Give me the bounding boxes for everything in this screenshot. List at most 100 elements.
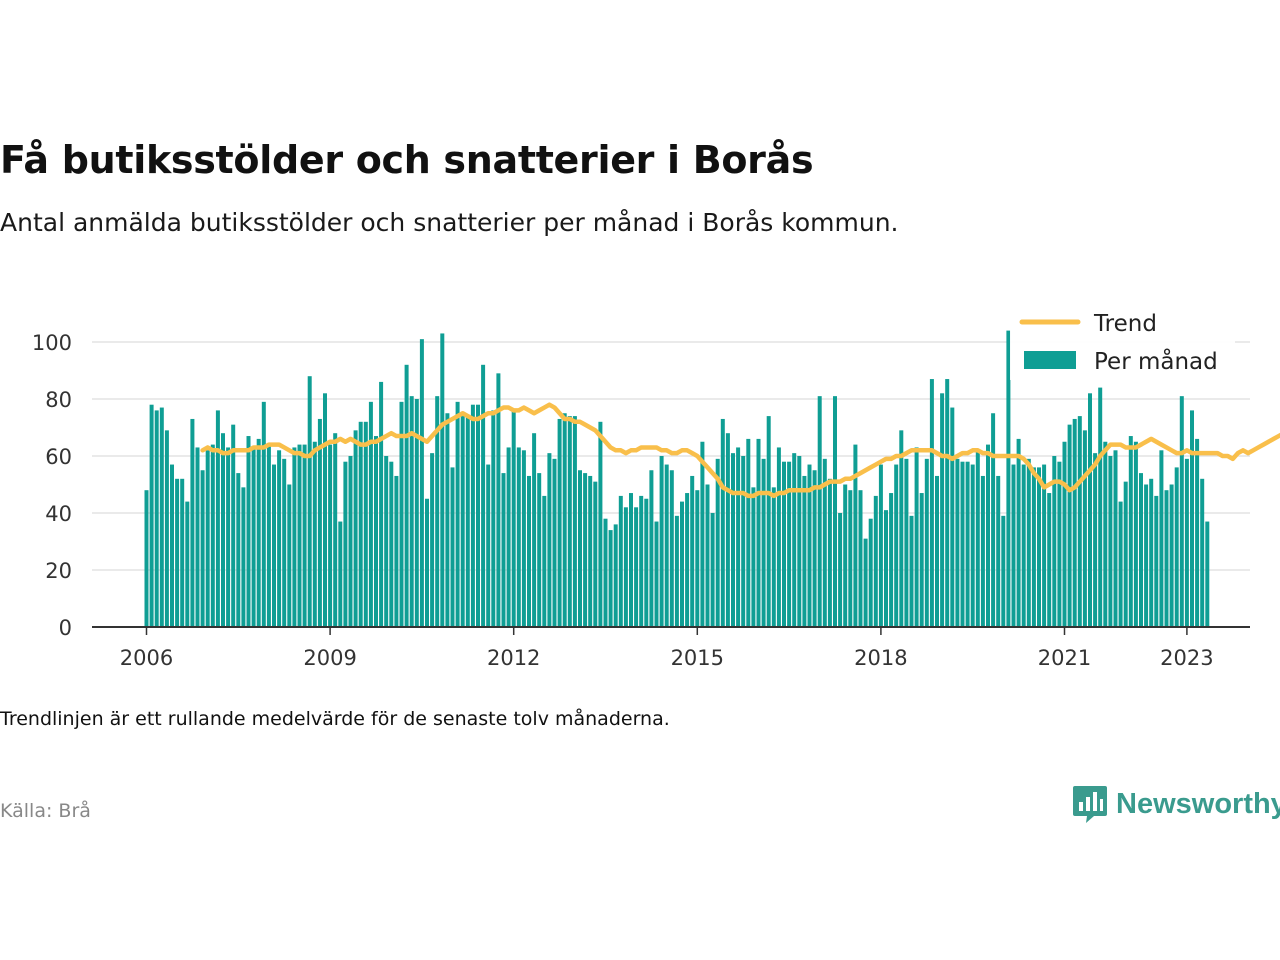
bar [618,495,623,627]
source-credit: Källa: Brå [0,800,91,822]
legend-swatch-per-manad [1024,351,1076,369]
bar [1133,441,1138,627]
bar [578,470,582,627]
bar [782,461,786,627]
bar [440,333,445,627]
bar [965,461,970,627]
bar [481,364,486,627]
bar [552,458,557,627]
bar [756,438,761,627]
bar [583,473,588,627]
bar [368,401,373,627]
bar [1098,387,1103,627]
bar [710,513,715,627]
bar [521,450,526,627]
x-tick-label: 2023 [1160,646,1213,670]
bar [323,393,327,627]
bar [516,447,521,627]
bar [736,447,741,627]
bar [1190,410,1194,627]
bar [277,450,282,627]
bar [1067,424,1072,627]
bar [1174,467,1179,627]
x-tick-label: 2012 [487,646,540,670]
bar [1179,396,1184,627]
bar [674,515,679,627]
bar [246,436,251,627]
bar [1093,453,1098,627]
bar [1128,436,1133,627]
bar [476,404,480,627]
bar [200,470,205,627]
bar [501,473,506,627]
bar [1088,393,1092,627]
bar [929,379,934,627]
bar [1169,484,1174,627]
bar [185,501,190,627]
legend-label-per-manad: Per månad [1094,347,1218,375]
bar [241,487,246,627]
bar [542,495,547,627]
bar [731,453,735,627]
bar [292,447,297,627]
bar [557,418,562,627]
x-tick-label: 2009 [303,646,356,670]
bar [924,458,929,627]
bar [272,464,276,627]
bar [853,444,858,627]
bar [863,538,868,627]
x-tick-label: 2015 [671,646,724,670]
bar [465,416,470,627]
bar [379,381,384,627]
bar [414,399,419,627]
bar [838,513,843,627]
bar [567,416,572,627]
bar [195,447,200,627]
trend-series [200,402,1280,499]
bar [399,401,404,627]
bar [812,470,817,627]
bar [827,478,832,627]
bar [460,416,465,627]
chart-subtitle: Antal anmälda butiksstölder och snatteri… [0,208,899,237]
bar [904,458,909,627]
brand-name: Newsworthy [1116,787,1280,820]
bar [873,495,878,627]
bar [1154,495,1159,627]
trend-line [200,402,1280,499]
legend-label-trend: Trend [1093,311,1157,337]
bar [680,501,684,627]
bar [848,490,853,627]
bar [333,433,338,627]
bar [894,464,899,627]
bar [822,458,827,627]
bar [297,444,302,627]
bar [384,456,389,627]
bar [833,396,837,627]
bar [205,450,210,627]
bar [649,470,654,627]
bar [776,447,781,627]
bar [955,458,960,627]
bar [1037,467,1041,627]
bar [1118,501,1123,627]
bar [945,379,950,627]
bar [389,461,394,627]
bar [1062,441,1067,627]
bar [435,396,440,627]
bar [644,498,649,627]
bar [884,510,888,627]
bar [634,507,639,627]
bar [1139,473,1143,627]
bar [154,410,159,627]
bar [1200,478,1205,627]
bar [251,447,256,627]
bar [175,478,180,627]
bar [899,430,904,627]
bar [394,475,399,627]
chart-title: Få butiksstölder och snatterier i Borås [0,138,814,182]
bar [455,401,460,627]
bar [511,410,516,627]
bar [664,464,669,627]
bar [593,481,598,627]
